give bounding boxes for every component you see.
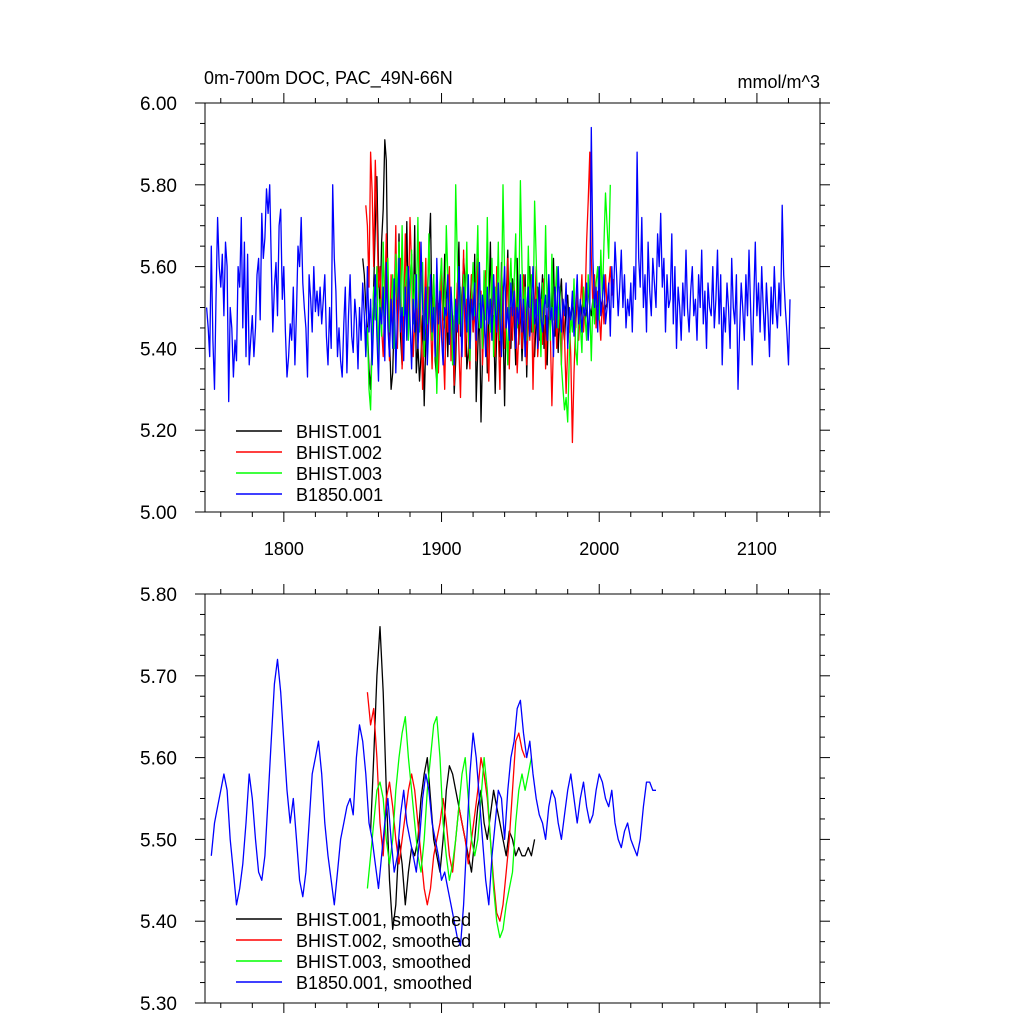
top-chart-title: 0m-700m DOC, PAC_49N-66N <box>204 68 453 89</box>
top-y-tick-label: 5.60 <box>140 258 177 279</box>
bottom-y-tick-label: 5.30 <box>140 994 177 1015</box>
top-x-tick-label: 2000 <box>579 539 619 559</box>
bottom-y-tick-label: 5.50 <box>140 830 177 851</box>
top-x-tick-label: 1900 <box>422 539 462 559</box>
bottom-series-line-bhist-001-smoothed <box>369 626 536 931</box>
bottom-series-line-bhist-002-smoothed <box>366 692 526 922</box>
top-y-tick-label: 6.00 <box>140 94 177 115</box>
top-x-tick-label: 1800 <box>264 539 304 559</box>
top-y-tick-label: 5.80 <box>140 176 177 197</box>
top-legend-label: BHIST.003 <box>296 464 382 484</box>
bottom-panel: 5.30 5.40 5.50 5.60 5.70 5.80 BHIST.001, smoo… <box>140 584 830 1015</box>
bottom-legend-label: BHIST.002, smoothed <box>296 931 471 951</box>
top-legend-label: BHIST.002 <box>296 443 382 463</box>
bottom-y-tick-label: 5.40 <box>140 912 177 933</box>
bottom-y-tick-label: 5.60 <box>140 749 177 770</box>
bottom-plot-area: 5.30 5.40 5.50 5.60 5.70 5.80 <box>140 584 830 1015</box>
top-legend-label: B1850.001 <box>296 485 383 505</box>
top-y-tick-label: 5.00 <box>140 503 177 524</box>
top-x-tick-label: 2100 <box>737 539 777 559</box>
bottom-series-line-b1850-001-smoothed <box>210 658 656 947</box>
bottom-y-tick-label: 5.80 <box>140 585 177 606</box>
bottom-legend-label: BHIST.003, smoothed <box>296 952 471 972</box>
top-y-tick-label: 5.40 <box>140 339 177 360</box>
top-panel: 0m-700m DOC, PAC_49N-66N mmol/m^3 1800 19… <box>140 68 830 559</box>
top-series-line-b1850-001 <box>205 126 791 403</box>
bottom-series-line-bhist-003-smoothed <box>366 716 533 939</box>
bottom-legend-label: B1850.001, smoothed <box>296 973 472 993</box>
top-chart-units: mmol/m^3 <box>738 72 820 92</box>
top-y-tick-label: 5.20 <box>140 421 177 442</box>
top-series-line-bhist-003 <box>365 180 611 423</box>
top-series-group <box>205 126 791 444</box>
bottom-legend-label: BHIST.001, smoothed <box>296 910 471 930</box>
top-plot-area: 1800 1900 2000 2100 5.00 5.20 5.40 5.60 5.80 6.00 <box>140 93 830 559</box>
top-legend-label: BHIST.001 <box>296 422 382 442</box>
bottom-series-group <box>210 626 656 947</box>
bottom-y-tick-label: 5.70 <box>140 667 177 688</box>
